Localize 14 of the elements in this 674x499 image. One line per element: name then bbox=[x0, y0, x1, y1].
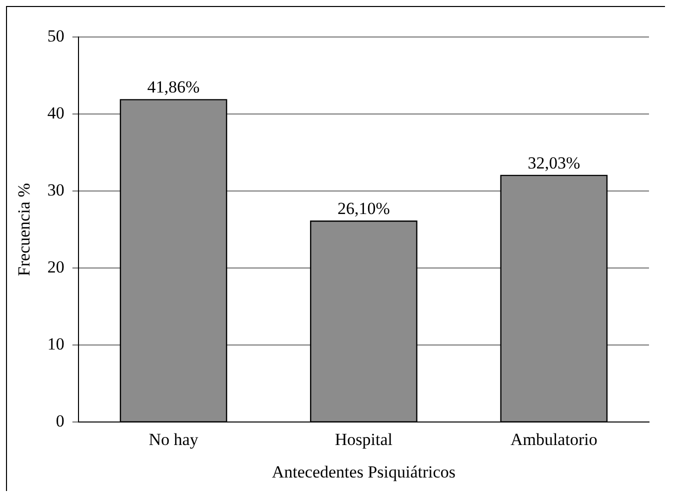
y-tick-label: 50 bbox=[47, 26, 64, 46]
x-axis-title: Antecedentes Psiquiátricos bbox=[272, 462, 456, 482]
data-label: 32,03% bbox=[528, 153, 580, 172]
y-tick-label: 0 bbox=[56, 412, 64, 431]
data-label: 41,86% bbox=[147, 78, 200, 97]
data-label: 26,10% bbox=[337, 199, 390, 218]
y-axis-title: Frecuencia % bbox=[14, 183, 34, 276]
x-tick-label: No hay bbox=[148, 430, 199, 449]
x-tick-label: Ambulatorio bbox=[510, 430, 598, 449]
y-tick-label: 10 bbox=[47, 334, 64, 354]
x-tick-label: Hospital bbox=[334, 430, 393, 449]
y-tick-label: 30 bbox=[47, 180, 64, 200]
y-tick-label: 40 bbox=[47, 104, 64, 123]
y-tick-label: 20 bbox=[47, 258, 64, 277]
